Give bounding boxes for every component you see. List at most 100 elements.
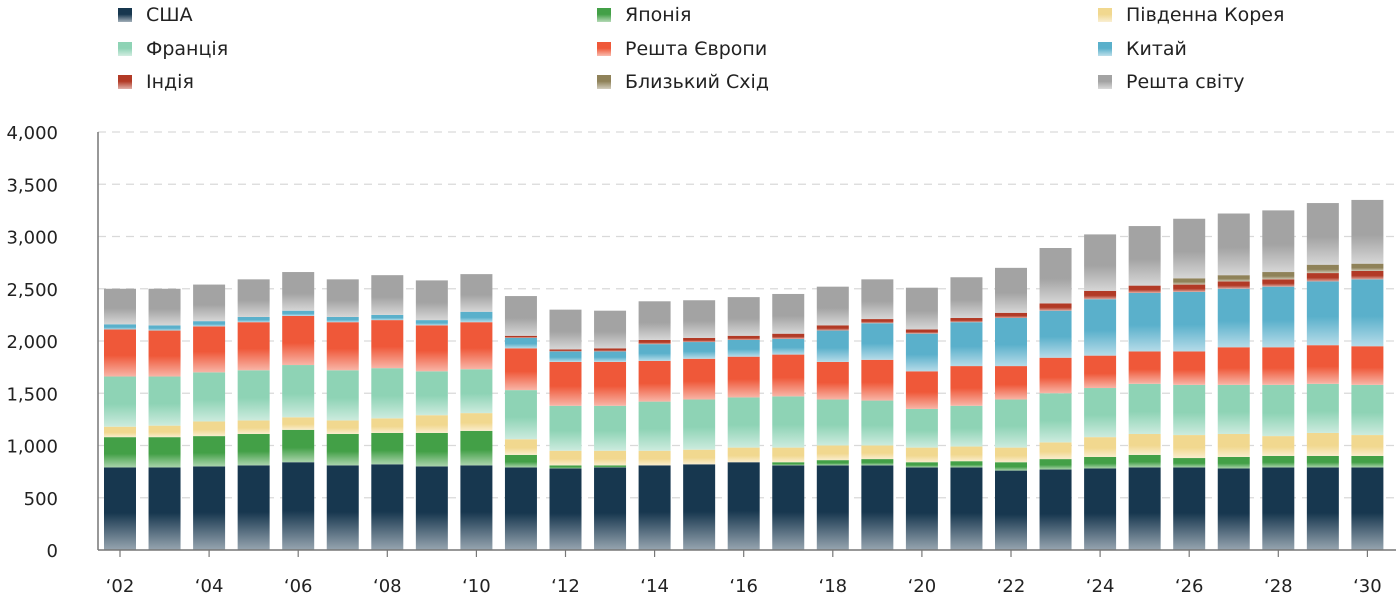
bar-segment	[371, 368, 404, 419]
bar-segment	[549, 349, 582, 352]
bar-segment	[594, 310, 627, 349]
bar-segment	[727, 339, 760, 357]
bar-segment	[1217, 384, 1250, 435]
bar-segment	[683, 449, 716, 465]
bar-segment	[772, 338, 805, 355]
bar-segment	[861, 459, 894, 466]
x-tick-label: ‘28	[1264, 576, 1293, 597]
bar-segment	[995, 462, 1027, 471]
legend-label-south-korea: Південна Корея	[1126, 4, 1285, 26]
x-tick-label: ‘14	[640, 576, 669, 597]
bar-segment	[148, 325, 181, 331]
bar-segment	[326, 420, 359, 435]
legend-swatch-south-korea	[1098, 8, 1112, 22]
bar-segment	[504, 335, 537, 338]
bar-segment	[237, 465, 270, 550]
legend-item-india: Індія	[118, 71, 194, 93]
bar-segment	[594, 465, 627, 468]
legend-item-japan: Японія	[597, 4, 691, 26]
y-tick-label: 500	[24, 489, 58, 510]
bar-segment	[1351, 279, 1384, 347]
bar-segment	[282, 365, 315, 418]
bar-segment	[638, 360, 671, 402]
axes: 0 500 1,000 1,500 2,000 2,500 3,000 3,500 4,000 ‘…	[6, 123, 1396, 597]
bar-segment	[594, 351, 627, 362]
legend-item-rest-of-world: Решта світу	[1098, 71, 1245, 93]
bar-segment	[816, 399, 849, 446]
bar-segment	[460, 274, 493, 312]
bar-segment	[950, 366, 983, 406]
bar-segment	[816, 325, 849, 331]
bar-segment	[1262, 436, 1295, 456]
bar-segment	[415, 371, 448, 416]
bar-segment	[282, 417, 315, 430]
bar-segment	[1306, 467, 1339, 550]
bar-segment	[995, 447, 1027, 463]
bar-segment	[1217, 347, 1250, 385]
bar-segment	[460, 322, 493, 370]
bar-segment	[594, 405, 627, 451]
legend-label-middle-east: Близький Схід	[625, 71, 769, 93]
x-tick-label: ‘06	[284, 576, 313, 597]
bar-segment	[193, 284, 226, 322]
bar-segment	[148, 288, 181, 326]
bar-segment	[772, 396, 805, 448]
bar-segment	[1039, 469, 1072, 550]
bar-segment	[816, 445, 849, 461]
bar-segment	[1306, 432, 1339, 456]
x-tick-label: ‘16	[729, 576, 758, 597]
bar-segment	[638, 344, 671, 361]
bar-segment	[104, 376, 136, 427]
x-tick-label: ‘12	[551, 576, 580, 597]
bar-segment	[1084, 468, 1117, 550]
bar-segment	[905, 329, 938, 334]
bar-segment	[995, 312, 1027, 319]
bar-segment	[950, 461, 983, 468]
bar-segment	[193, 421, 226, 437]
bar-segment	[772, 354, 805, 397]
bar-segment	[237, 279, 270, 317]
x-tick-label: ‘20	[908, 576, 937, 597]
legend-item-china: Китай	[1098, 38, 1187, 60]
y-tick-label: 3,000	[6, 228, 58, 249]
bar-segment	[193, 466, 226, 550]
chart-legend: США Франція Індія Японія Решта Європи Бл…	[0, 0, 1396, 100]
bar-segment	[148, 330, 181, 377]
bar-segment	[504, 390, 537, 440]
bar-segment	[594, 450, 627, 466]
bar-segment	[415, 432, 448, 467]
bar-segment	[148, 376, 181, 426]
bar-segment	[1262, 384, 1295, 437]
bar-segment	[1306, 203, 1339, 265]
x-tick-label: ‘18	[818, 576, 847, 597]
bar-segment	[193, 321, 226, 327]
legend-swatch-rest-of-world	[1098, 75, 1112, 89]
bar-segment	[1128, 226, 1161, 286]
bar-segment	[905, 371, 938, 409]
bar-segment	[549, 468, 582, 550]
bar-segment	[1217, 275, 1250, 282]
bars	[104, 199, 1384, 550]
bar-segment	[950, 277, 983, 318]
bar-segment	[148, 425, 181, 438]
bar-segment	[371, 432, 404, 465]
bar-segment	[594, 361, 627, 406]
bar-segment	[1173, 458, 1206, 468]
bar-segment	[326, 465, 359, 550]
bar-segment	[104, 288, 136, 325]
bar-segment	[1262, 272, 1295, 280]
bar-segment	[1262, 455, 1295, 468]
legend-swatch-rest-of-europe	[597, 42, 611, 56]
bar-segment	[950, 322, 983, 367]
bar-segment	[504, 296, 537, 336]
bar-segment	[504, 348, 537, 391]
bar-segment	[995, 267, 1027, 313]
bar-segment	[193, 326, 226, 373]
bar-segment	[816, 465, 849, 550]
legend-swatch-usa	[118, 8, 132, 22]
bar-segment	[549, 309, 582, 350]
bar-segment	[727, 397, 760, 448]
bar-segment	[1128, 351, 1161, 384]
bar-segment	[193, 436, 226, 467]
